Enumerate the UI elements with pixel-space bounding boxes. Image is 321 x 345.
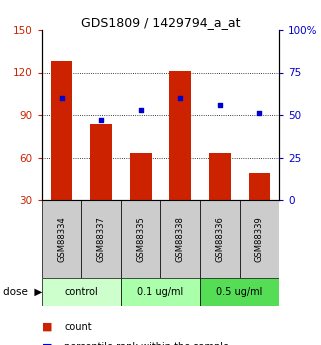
Bar [209,153,231,200]
Bar [51,61,73,200]
Point [217,102,222,108]
Bar [121,278,200,306]
Text: 0.5 ug/ml: 0.5 ug/ml [216,287,263,297]
Text: count: count [64,322,92,332]
Bar [240,200,279,278]
Bar [248,173,270,200]
Text: ■: ■ [42,322,52,332]
Bar [169,71,191,200]
Bar [130,153,152,200]
Text: percentile rank within the sample: percentile rank within the sample [64,342,229,345]
Text: control: control [65,287,98,297]
Point [138,107,143,113]
Bar [42,278,121,306]
Bar [200,278,279,306]
Text: GSM88339: GSM88339 [255,216,264,262]
Bar [200,200,240,278]
Text: GSM88334: GSM88334 [57,216,66,262]
Point [59,95,64,101]
Bar [90,124,112,200]
Bar [121,200,160,278]
Text: ■: ■ [42,342,52,345]
Text: GSM88336: GSM88336 [215,216,224,262]
Text: GSM88337: GSM88337 [97,216,106,262]
Bar [160,200,200,278]
Point [178,95,183,101]
Text: GSM88335: GSM88335 [136,216,145,262]
Title: GDS1809 / 1429794_a_at: GDS1809 / 1429794_a_at [81,16,240,29]
Bar [81,200,121,278]
Text: dose  ▶: dose ▶ [3,287,43,297]
Text: 0.1 ug/ml: 0.1 ug/ml [137,287,184,297]
Text: GSM88338: GSM88338 [176,216,185,262]
Bar [42,200,81,278]
Point [99,117,104,123]
Point [257,110,262,116]
